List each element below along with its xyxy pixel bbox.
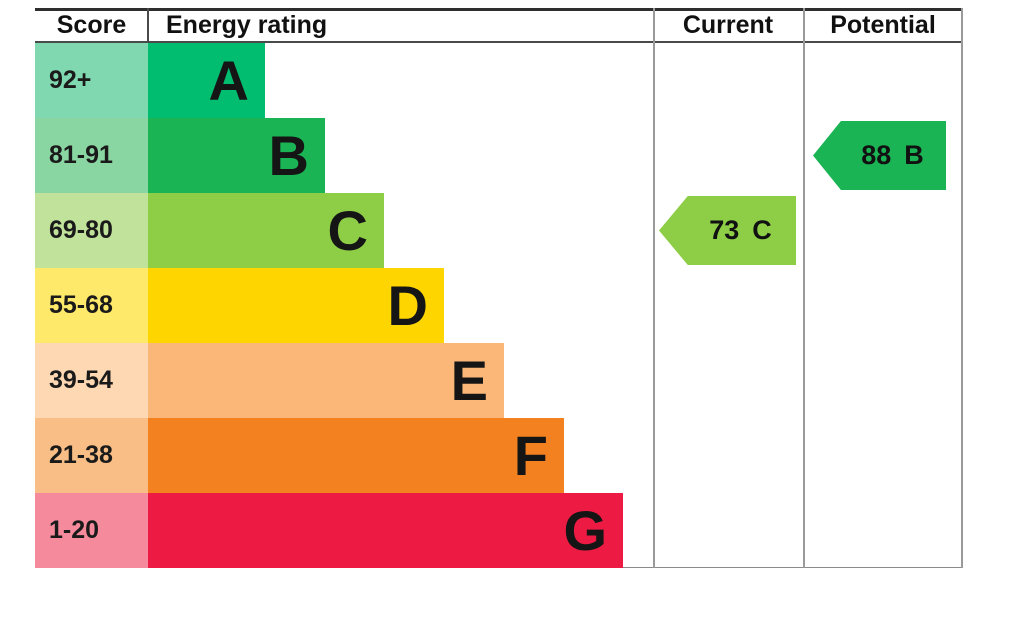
potential-rating-arrow: 88 B (813, 121, 946, 190)
potential-band-letter: B (904, 140, 924, 170)
potential-column-divider (803, 8, 805, 568)
table-right-border (961, 8, 963, 568)
table-top-border (35, 8, 963, 11)
score-column-header: Score (56, 10, 127, 39)
band-letter-C: C (327, 198, 368, 262)
score-range-B: 81-91 (35, 118, 148, 193)
band-bar-F: F (148, 418, 564, 493)
band-bar-E: E (148, 343, 504, 418)
current-rating-arrow: 73 C (659, 196, 796, 265)
band-letter-B: B (268, 123, 309, 187)
score-range-C: 69-80 (35, 193, 148, 268)
potential-column-header: Potential (830, 10, 936, 39)
band-bar-C: C (148, 193, 384, 268)
band-letter-A: A (208, 48, 249, 112)
band-bar-G: G (148, 493, 623, 568)
band-letter-G: G (563, 498, 607, 562)
current-score-value: 73 (709, 215, 740, 245)
score-column-divider (147, 8, 149, 41)
score-range-E: 39-54 (35, 343, 148, 418)
current-column-divider (653, 8, 655, 568)
current-column-header: Current (682, 10, 774, 39)
potential-score-value: 88 (861, 140, 892, 170)
band-letter-D: D (387, 273, 428, 337)
score-range-G: 1-20 (35, 493, 148, 568)
score-range-F: 21-38 (35, 418, 148, 493)
band-letter-F: F (513, 423, 548, 487)
header-bottom-border (35, 41, 963, 43)
band-bar-D: D (148, 268, 444, 343)
band-letter-E: E (450, 348, 488, 412)
score-range-D: 55-68 (35, 268, 148, 343)
current-band-letter: C (752, 215, 772, 245)
energy-rating-column-header: Energy rating (166, 10, 328, 39)
band-bar-B: B (148, 118, 325, 193)
band-bar-A: A (148, 43, 265, 118)
score-range-A: 92+ (35, 43, 148, 118)
